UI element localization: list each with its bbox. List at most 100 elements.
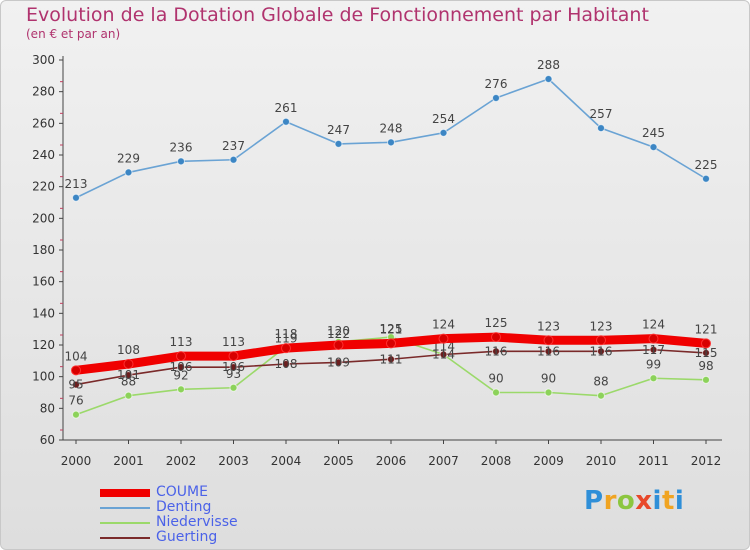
data-point-denting — [649, 143, 658, 152]
data-label-coume: 124 — [432, 318, 455, 332]
data-label-denting: 229 — [117, 151, 140, 165]
data-label-guerting: 111 — [380, 352, 403, 366]
data-point-coume — [596, 335, 606, 346]
data-point-guerting — [702, 348, 710, 357]
proxiti-logo: Proxiti — [584, 486, 685, 516]
data-point-coume — [386, 338, 396, 349]
data-point-denting — [124, 168, 133, 177]
data-label-coume: 113 — [170, 335, 193, 349]
x-tick-label: 2009 — [533, 454, 564, 468]
data-label-denting: 236 — [170, 140, 193, 154]
y-tick-label: 260 — [32, 116, 55, 130]
data-point-guerting — [72, 380, 80, 389]
data-point-coume — [123, 359, 134, 369]
legend-item-guerting: Guerting — [100, 529, 300, 545]
data-label-niedervisse: 99 — [646, 357, 661, 371]
data-point-niedervisse — [492, 388, 500, 397]
data-label-denting: 288 — [537, 58, 560, 72]
data-label-niedervisse: 125 — [380, 322, 403, 336]
data-label-guerting: 117 — [642, 343, 665, 357]
y-tick-label: 220 — [32, 180, 55, 194]
x-tick-label: 2000 — [61, 454, 92, 468]
data-point-coume — [543, 335, 554, 346]
x-tick-label: 2004 — [271, 454, 302, 468]
data-label-guerting: 115 — [695, 346, 718, 360]
y-tick-label: 280 — [32, 85, 55, 99]
data-label-coume: 120 — [327, 324, 350, 338]
data-label-denting: 247 — [327, 123, 350, 137]
data-label-denting: 261 — [275, 101, 298, 115]
data-label-guerting: 95 — [68, 378, 83, 392]
data-label-guerting: 116 — [590, 344, 613, 358]
data-point-coume — [228, 351, 239, 362]
data-point-coume — [176, 351, 186, 362]
data-label-niedervisse: 76 — [68, 394, 83, 408]
data-point-denting — [544, 75, 553, 83]
data-label-coume: 125 — [485, 316, 508, 330]
data-label-coume: 104 — [65, 349, 88, 363]
data-label-guerting: 114 — [432, 348, 455, 362]
data-label-niedervisse: 93 — [226, 367, 241, 381]
data-label-niedervisse: 119 — [275, 332, 298, 346]
data-point-guerting — [229, 363, 238, 372]
data-point-coume — [648, 333, 659, 344]
data-label-coume: 121 — [695, 322, 718, 336]
data-point-coume — [491, 332, 501, 343]
x-tick-label: 2001 — [113, 454, 144, 468]
data-label-coume: 108 — [117, 343, 140, 357]
data-label-niedervisse: 98 — [698, 359, 713, 373]
data-point-coume — [71, 365, 81, 376]
data-point-denting — [387, 138, 395, 147]
data-point-denting — [282, 117, 290, 126]
x-tick-label: 2010 — [586, 454, 617, 468]
data-point-denting — [439, 128, 448, 137]
data-label-denting: 213 — [65, 177, 88, 191]
data-point-coume — [701, 338, 711, 349]
data-point-guerting — [544, 347, 553, 356]
y-tick-label: 240 — [32, 148, 55, 162]
data-label-denting: 257 — [590, 107, 613, 121]
data-point-denting — [702, 174, 710, 183]
x-tick-label: 2006 — [376, 454, 407, 468]
legend-swatch-niedervisse — [100, 522, 150, 524]
legend-swatch-denting — [100, 507, 150, 509]
legend-swatch-guerting — [100, 537, 150, 539]
data-label-niedervisse: 90 — [541, 372, 556, 386]
data-label-coume: 113 — [222, 335, 245, 349]
data-point-denting — [72, 193, 80, 202]
y-tick-label: 60 — [40, 433, 55, 447]
data-label-niedervisse: 122 — [327, 327, 350, 341]
data-label-niedervisse: 90 — [488, 372, 503, 386]
y-tick-label: 200 — [32, 211, 55, 225]
x-tick-label: 2002 — [166, 454, 197, 468]
data-point-guerting — [177, 363, 185, 372]
data-point-niedervisse — [124, 391, 133, 400]
legend-item-coume: COUME — [100, 484, 300, 500]
x-tick-label: 2008 — [481, 454, 512, 468]
data-point-niedervisse — [229, 383, 238, 392]
y-tick-label: 160 — [32, 275, 55, 289]
data-label-denting: 225 — [695, 158, 718, 172]
data-point-niedervisse — [177, 385, 185, 394]
chart-title: Evolution de la Dotation Globale de Fonc… — [26, 4, 649, 26]
data-label-guerting: 116 — [537, 344, 560, 358]
data-point-denting — [492, 94, 500, 102]
x-tick-label: 2007 — [428, 454, 459, 468]
data-label-denting: 237 — [222, 139, 245, 153]
data-label-guerting: 101 — [117, 368, 140, 382]
data-point-coume — [333, 340, 344, 350]
x-tick-label: 2003 — [218, 454, 249, 468]
data-label-denting: 245 — [642, 126, 665, 140]
x-tick-label: 2005 — [323, 454, 354, 468]
legend-label-niedervisse: Niedervisse — [156, 514, 238, 530]
y-tick-label: 100 — [32, 370, 55, 384]
legend-swatch-coume — [100, 489, 150, 497]
data-point-coume — [281, 343, 291, 354]
data-label-niedervisse: 92 — [173, 368, 188, 382]
data-point-guerting — [334, 358, 343, 367]
legend-item-denting: Denting — [100, 499, 300, 515]
data-label-niedervisse: 88 — [121, 375, 136, 389]
data-point-niedervisse — [72, 410, 80, 419]
